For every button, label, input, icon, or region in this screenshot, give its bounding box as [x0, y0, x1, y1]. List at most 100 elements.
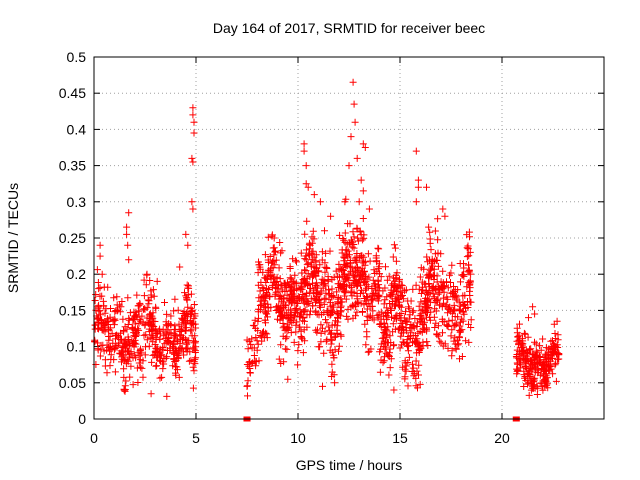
- data-point: [244, 392, 251, 400]
- data-point: [312, 298, 319, 306]
- data-point: [142, 331, 150, 339]
- data-point: [371, 281, 379, 289]
- data-point: [524, 350, 532, 357]
- data-point: [401, 359, 409, 367]
- data-point: [423, 291, 431, 299]
- data-point-outlier: [359, 140, 367, 148]
- y-tick-label: 0.15: [59, 302, 86, 318]
- data-point: [290, 338, 298, 346]
- data-point: [132, 331, 140, 339]
- data-point-outlier: [302, 180, 310, 188]
- data-point: [444, 323, 452, 330]
- data-point: [382, 338, 389, 346]
- data-point: [550, 349, 558, 357]
- data-point: [185, 357, 193, 365]
- x-axis-label: GPS time / hours: [296, 457, 403, 473]
- data-point: [517, 361, 525, 369]
- data-point: [143, 336, 151, 344]
- data-point: [531, 338, 538, 346]
- data-point: [308, 233, 316, 241]
- data-point: [458, 353, 466, 360]
- data-point-outlier: [341, 198, 349, 206]
- data-point: [104, 321, 112, 328]
- data-point: [424, 342, 432, 349]
- data-point: [391, 302, 398, 310]
- data-point: [337, 298, 345, 306]
- data-point: [270, 251, 278, 259]
- data-point: [342, 295, 350, 303]
- data-point: [383, 293, 391, 301]
- data-point: [141, 351, 149, 359]
- data-point: [393, 315, 400, 323]
- data-point: [268, 259, 276, 267]
- grid-lines: [94, 57, 604, 419]
- data-point: [152, 362, 160, 370]
- data-point: [187, 307, 195, 315]
- data-point: [275, 355, 283, 363]
- data-point: [94, 303, 102, 311]
- data-point: [353, 292, 361, 300]
- data-point: [109, 316, 117, 324]
- data-point: [179, 316, 187, 324]
- data-point-outlier: [321, 227, 328, 235]
- data-point: [433, 257, 441, 264]
- data-point: [99, 297, 107, 305]
- data-point: [404, 336, 412, 344]
- data-point: [522, 377, 530, 385]
- data-point: [320, 300, 328, 308]
- data-point: [525, 358, 533, 366]
- data-point: [292, 256, 300, 264]
- data-point: [248, 335, 256, 343]
- data-point: [361, 320, 369, 328]
- data-point: [409, 307, 417, 315]
- data-point: [427, 308, 435, 316]
- data-point: [267, 303, 275, 311]
- data-point: [283, 333, 291, 341]
- data-point: [301, 230, 309, 238]
- data-point: [387, 286, 395, 294]
- data-point-outlier: [96, 252, 104, 260]
- data-point: [356, 227, 364, 235]
- data-point: [163, 392, 171, 400]
- data-point: [182, 324, 190, 332]
- data-point: [326, 302, 334, 310]
- data-point: [359, 215, 367, 222]
- data-point: [104, 315, 111, 323]
- data-point: [323, 319, 331, 327]
- data-point: [358, 252, 366, 260]
- data-point: [547, 362, 555, 370]
- data-point: [307, 295, 315, 303]
- data-point: [332, 267, 340, 275]
- data-point: [518, 344, 525, 352]
- data-point: [273, 273, 281, 281]
- data-point-outlier: [357, 176, 365, 184]
- data-point: [112, 307, 120, 314]
- data-point: [456, 322, 464, 330]
- data-point: [362, 341, 370, 349]
- data-point: [354, 234, 362, 242]
- data-point: [316, 302, 323, 310]
- data-point: [179, 315, 186, 323]
- data-point: [146, 328, 154, 336]
- data-point: [177, 345, 185, 353]
- data-point: [340, 236, 348, 244]
- data-point: [277, 360, 285, 367]
- data-point: [343, 262, 351, 270]
- data-point: [364, 250, 372, 258]
- data-point: [335, 260, 343, 268]
- data-point-outlier: [300, 147, 308, 155]
- y-tick-label: 0.45: [59, 85, 86, 101]
- data-point: [397, 332, 405, 340]
- data-point: [153, 345, 161, 353]
- data-point: [426, 298, 434, 306]
- chart-title: Day 164 of 2017, SRMTID for receiver bee…: [213, 20, 485, 36]
- data-point: [150, 326, 158, 334]
- data-point: [153, 354, 161, 362]
- data-point: [171, 325, 179, 333]
- data-point-outlier: [345, 162, 353, 170]
- data-point: [343, 240, 351, 248]
- data-point: [381, 296, 389, 304]
- data-point: [407, 297, 415, 305]
- data-point: [554, 331, 562, 339]
- data-point: [96, 284, 104, 292]
